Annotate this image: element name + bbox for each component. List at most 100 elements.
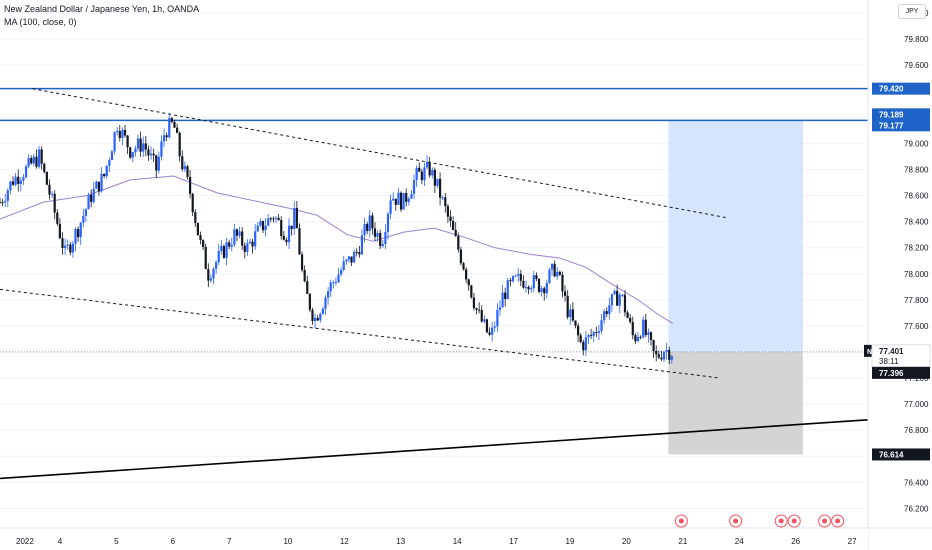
support-trendline[interactable] [0,418,869,480]
candle-body [186,166,189,178]
candle-body [259,221,262,226]
flag-icon[interactable] [818,514,832,528]
candle-body [438,178,442,198]
candle-body [178,132,181,157]
flag-icon[interactable] [774,514,788,528]
flag-icon[interactable] [831,514,845,528]
candle-body [272,218,275,220]
candle-body [517,273,520,276]
candle-body [488,332,491,335]
candle-body [360,235,364,255]
indicator-legend[interactable]: MA (100, close, 0) [4,17,77,27]
candle-body [66,244,69,246]
candle-body [449,216,452,221]
candle-body [170,118,173,122]
resistance-2-price-label: 79.177 [879,121,904,130]
candle-body [175,127,179,133]
candle-body [222,246,226,258]
y-tick-label: 76.800 [904,426,929,435]
lower-channel-line[interactable] [0,288,721,379]
candle-body [662,352,666,360]
candle-body [267,218,270,226]
candle-body [467,279,470,286]
candle-body [353,251,356,263]
time-axis[interactable] [0,528,868,550]
candle-body [45,171,48,185]
candle-body [194,212,197,223]
candle-body [225,242,228,258]
candle-body [634,335,637,342]
candle-body [256,225,259,232]
candle-body [558,271,561,275]
candle-body [545,282,548,294]
candle-body [144,143,147,150]
y-tick-label: 77.000 [904,400,929,409]
candle-body [431,169,434,176]
x-tick-label: 20 [622,537,631,546]
target-zone[interactable] [668,120,803,352]
x-tick-label: 6 [171,537,176,546]
candle-body [188,177,192,194]
candle-body [511,276,515,282]
candle-body [332,282,335,284]
candle-body [582,342,585,351]
candle-body [233,229,236,245]
candle-body [40,149,43,164]
x-tick-label: 14 [453,537,462,546]
stop-price-label: 76.614 [879,450,904,459]
candle-body [181,156,184,170]
candle-body [540,288,543,292]
candle-body [139,138,142,152]
candle-body [11,181,15,185]
currency-badge[interactable]: JPY [898,4,926,19]
candle-body [587,335,590,338]
y-tick-label: 78.200 [904,244,929,253]
candle-body [319,313,322,321]
candle-body [441,197,444,199]
candle-body [308,293,311,310]
flag-icon[interactable] [787,514,801,528]
candle-body [522,280,525,288]
y-tick-label: 79.600 [904,61,929,70]
candle-body [428,162,431,176]
candle-body [543,288,546,294]
candle-body [129,147,132,158]
candle-body [347,256,351,260]
resistance-price-label-bg [872,82,930,95]
candle-body [590,335,593,337]
flag-icon[interactable] [674,514,688,528]
candle-body [313,317,317,321]
candle-body [636,336,640,342]
candle-body [668,349,671,360]
candle-body [17,176,20,184]
x-tick-label: 19 [566,537,575,546]
candle-body [37,149,41,167]
candle-body [95,181,98,189]
x-tick-label: 21 [678,537,687,546]
candle-body [311,309,314,321]
candle-body [548,269,551,283]
candle-body [97,181,101,192]
candle-body [532,275,535,289]
candle-body [191,193,194,213]
stop-zone[interactable] [668,351,803,455]
candle-body [204,246,207,270]
candle-body [82,215,85,223]
candle-body [626,312,629,318]
candle-body [202,240,205,247]
candle-body [131,152,134,158]
candle-body [433,169,436,186]
y-tick-label: 78.800 [904,165,929,174]
marker-dot [835,518,841,524]
candle-body [74,229,77,244]
candle-body [50,193,54,195]
candle-body [136,138,140,149]
candle-body [327,291,330,298]
flag-icon[interactable] [729,514,743,528]
upper-channel-line[interactable] [32,88,728,219]
y-tick-label: 78.000 [904,270,929,279]
candle-body [371,215,374,229]
candle-body [264,225,267,231]
